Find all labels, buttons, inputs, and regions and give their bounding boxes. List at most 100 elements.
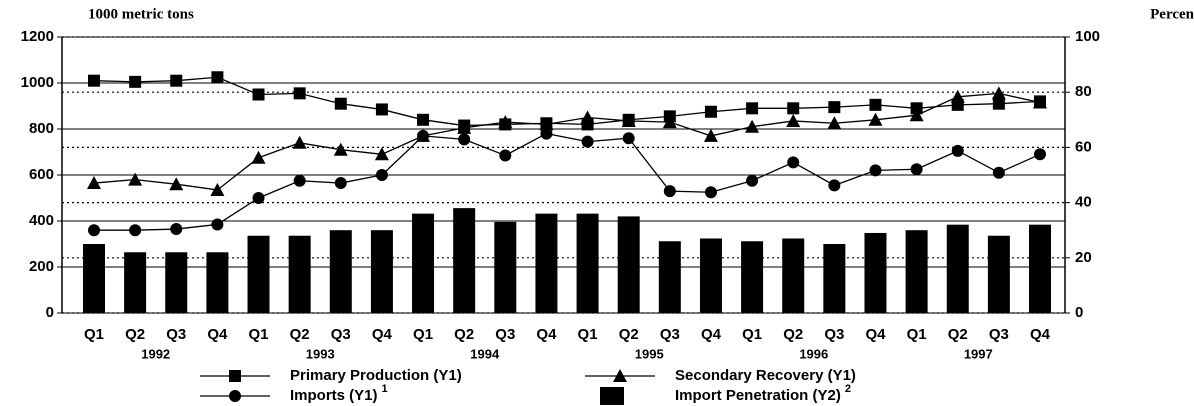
y-axis-label: 1000 metric tons (88, 6, 194, 22)
marker-circle (88, 224, 100, 237)
y-tick-label: 1000 (21, 74, 54, 91)
marker-square (129, 75, 142, 88)
x-tick-label: Q3 (495, 326, 515, 343)
marker-square (170, 74, 183, 87)
marker-triangle (457, 120, 472, 134)
marker-square (828, 101, 841, 114)
legend-label: Primary Production (Y1) (290, 367, 462, 384)
bar (699, 238, 722, 313)
y2-tick-label: 40 (1075, 194, 1092, 211)
marker-circle (1034, 148, 1046, 161)
marker-square (252, 88, 265, 101)
marker-triangle (210, 182, 225, 196)
marker-square (375, 103, 388, 116)
y-tick-label: 800 (29, 120, 54, 137)
legend-footnote: 1 (382, 383, 388, 395)
x-tick-label: Q4 (372, 326, 393, 343)
y-tick-label: 400 (29, 212, 54, 229)
x-tick-label: Q1 (742, 326, 762, 343)
marker-circle (293, 174, 306, 187)
x-tick-label: Q1 (249, 326, 269, 343)
bar (370, 230, 393, 313)
bar (288, 235, 311, 313)
bar (329, 230, 352, 313)
marker-triangle (498, 115, 513, 129)
x-tick-label: Q1 (413, 326, 433, 343)
marker-circle (375, 169, 388, 181)
y2-axis-label: Percen (1150, 6, 1194, 22)
bar (535, 213, 558, 313)
marker-circle (663, 185, 676, 198)
legend-label: Imports (Y1) (290, 387, 378, 404)
marker-square (992, 97, 1005, 110)
marker-triangle (374, 147, 389, 161)
bar (247, 235, 270, 313)
legend-label: Import Penetration (Y2) (675, 387, 841, 404)
bar (576, 213, 599, 313)
bar (823, 244, 846, 313)
y-tick-label: 600 (29, 166, 54, 183)
bar (165, 252, 188, 313)
bar (987, 235, 1010, 313)
year-label: 1994 (470, 346, 500, 361)
marker-triangle (868, 112, 883, 126)
marker-circle (170, 223, 183, 236)
marker-circle (992, 166, 1005, 179)
marker-square (88, 74, 100, 87)
marker-triangle (128, 172, 143, 186)
marker-circle (787, 156, 800, 169)
marker-triangle (909, 108, 924, 122)
marker-triangle (621, 113, 636, 127)
marker-circle (129, 224, 142, 237)
y-tick-label: 1200 (21, 28, 54, 45)
marker-circle (828, 179, 841, 192)
y-tick-label: 200 (29, 258, 54, 275)
y-tick-label: 0 (46, 304, 54, 321)
marker-triangle (169, 177, 184, 191)
bar (124, 252, 147, 313)
marker-triangle (1033, 95, 1047, 109)
marker-circle (746, 174, 759, 187)
x-tick-label: Q1 (907, 326, 927, 343)
bar (658, 241, 681, 313)
marker-square (417, 113, 430, 126)
marker-square (787, 102, 800, 115)
y2-tick-label: 60 (1075, 138, 1092, 155)
x-tick-label: Q1 (84, 326, 104, 343)
x-tick-label: Q4 (1030, 326, 1051, 343)
marker-square (229, 370, 241, 382)
marker-circle (334, 177, 347, 190)
marker-triangle (580, 110, 595, 124)
marker-square (334, 97, 347, 110)
marker-square (746, 102, 759, 115)
x-tick-label: Q2 (125, 326, 145, 343)
marker-triangle (539, 117, 554, 131)
x-tick-label: Q4 (865, 326, 886, 343)
x-tick-label: Q4 (536, 326, 557, 343)
bar (617, 216, 640, 313)
bar (206, 252, 229, 313)
bar (905, 230, 928, 313)
x-tick-label: Q2 (290, 326, 310, 343)
bar (741, 241, 764, 313)
x-tick-label: Q3 (166, 326, 186, 343)
marker-triangle (745, 119, 760, 133)
year-label: 1997 (964, 346, 993, 361)
legend-footnote: 2 (845, 383, 851, 395)
marker-circle (869, 164, 882, 177)
marker-triangle (87, 176, 101, 190)
marker-circle (704, 186, 717, 199)
marker-square (869, 98, 882, 111)
bar (412, 213, 435, 313)
x-tick-label: Q2 (454, 326, 474, 343)
x-tick-label: Q3 (989, 326, 1009, 343)
x-tick-label: Q4 (207, 326, 228, 343)
x-tick-label: Q2 (948, 326, 968, 343)
bar (946, 224, 969, 313)
marker-circle (540, 127, 553, 140)
marker-circle (211, 218, 224, 231)
x-tick-label: Q3 (660, 326, 680, 343)
year-label: 1992 (141, 346, 170, 361)
year-label: 1995 (635, 346, 664, 361)
marker-circle (499, 149, 512, 162)
